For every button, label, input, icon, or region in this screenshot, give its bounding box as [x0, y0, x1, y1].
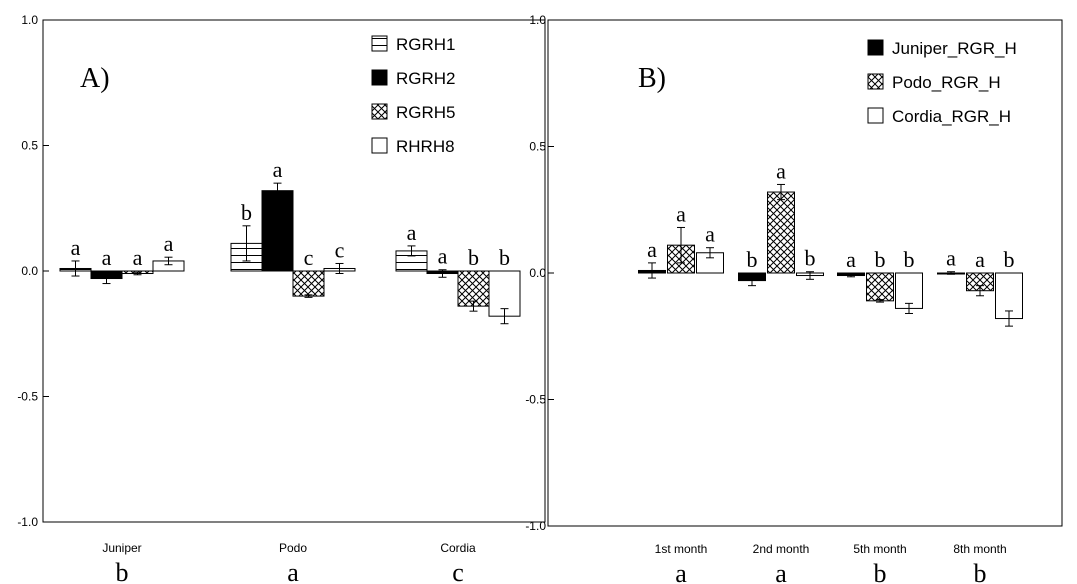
- significance-letter: a: [164, 231, 174, 256]
- legend-item: RGRH5: [371, 103, 456, 122]
- significance-letter: a: [975, 247, 985, 272]
- legend-label: RHRH8: [396, 137, 455, 156]
- y-tick-label: 0.5: [21, 139, 38, 153]
- significance-letter: b: [904, 247, 915, 272]
- legend-label: RGRH5: [396, 103, 456, 122]
- y-axis: 1.0 0.5 0.0 -0.5 -1.0: [525, 13, 554, 533]
- significance-letter: a: [273, 157, 283, 182]
- panel-label: B): [638, 63, 666, 94]
- group-letter: b: [874, 559, 887, 584]
- y-tick-label: 1.0: [529, 13, 546, 27]
- y-tick-label: -0.5: [17, 390, 38, 404]
- significance-letter: a: [705, 222, 715, 247]
- y-tick-label: 0.0: [529, 266, 546, 280]
- legend-label: Juniper_RGR_H: [892, 39, 1017, 58]
- legend-label: RGRH2: [396, 69, 456, 88]
- y-tick-label: 0.5: [529, 140, 546, 154]
- legend-swatch: [371, 35, 388, 52]
- legend-item: RGRH1: [371, 35, 456, 54]
- y-tick-label: -1.0: [17, 515, 38, 529]
- significance-letter: a: [438, 244, 448, 269]
- category-label: 8th month: [953, 542, 1006, 556]
- bar: [457, 270, 490, 307]
- significance-letter: b: [875, 247, 886, 272]
- legend-item: Cordia_RGR_H: [867, 107, 1011, 126]
- significance-letter: b: [747, 247, 758, 272]
- legend-item: Podo_RGR_H: [867, 73, 1001, 92]
- significance-letter: a: [946, 246, 956, 271]
- group-letter: b: [974, 559, 987, 584]
- significance-letter: c: [335, 237, 345, 262]
- group-letter: a: [775, 559, 787, 584]
- y-tick-label: -0.5: [525, 393, 546, 407]
- significance-letter: a: [647, 237, 657, 262]
- legend-swatch: [371, 137, 388, 154]
- category-label: 5th month: [853, 542, 906, 556]
- y-tick-label: 0.0: [21, 264, 38, 278]
- legend-swatch: [867, 73, 884, 90]
- legend: RGRH1 RGRH2 RGRH5 RHRH8: [371, 35, 456, 156]
- legend-swatch: [371, 69, 388, 86]
- legend-item: Juniper_RGR_H: [867, 39, 1017, 58]
- bar: [866, 272, 894, 302]
- category-label: Podo: [279, 541, 307, 555]
- category-label: 2nd month: [753, 542, 810, 556]
- significance-letter: a: [133, 245, 143, 270]
- significance-letter: a: [846, 247, 856, 272]
- significance-letter: c: [304, 245, 314, 270]
- group-letter: a: [675, 559, 687, 584]
- y-axis: 1.0 0.5 0.0 -0.5 -1.0: [17, 13, 49, 529]
- significance-letter: b: [1004, 247, 1015, 272]
- significance-letter: b: [805, 246, 816, 271]
- significance-letter: a: [71, 235, 81, 260]
- bar: [767, 191, 795, 274]
- legend-label: Podo_RGR_H: [892, 73, 1001, 92]
- legend-item: RGRH2: [371, 69, 456, 88]
- group-letter: a: [287, 558, 299, 584]
- significance-letter: b: [241, 200, 252, 225]
- significance-letter: a: [407, 220, 417, 245]
- legend-label: Cordia_RGR_H: [892, 107, 1011, 126]
- category-label: 1st month: [655, 542, 708, 556]
- significance-letter: a: [776, 158, 786, 183]
- category-label: Cordia: [440, 541, 476, 555]
- significance-letter: a: [102, 245, 112, 270]
- category-label: Juniper: [102, 541, 141, 555]
- bar-group: [59, 182, 521, 325]
- legend: Juniper_RGR_H Podo_RGR_H Cordia_RGR_H: [867, 39, 1017, 126]
- significance-letter: b: [468, 245, 479, 270]
- legend-swatch: [867, 107, 884, 124]
- significance-letter: b: [499, 245, 510, 270]
- y-tick-label: -1.0: [525, 519, 546, 533]
- group-letter: c: [452, 558, 464, 584]
- significance-letter: a: [676, 201, 686, 226]
- bar-group: [638, 183, 1023, 327]
- legend-swatch: [867, 39, 884, 56]
- bar: [261, 190, 294, 272]
- bar: [292, 270, 325, 297]
- panel-label: A): [80, 63, 110, 94]
- y-tick-label: 1.0: [21, 13, 38, 27]
- legend-item: RHRH8: [371, 137, 455, 156]
- legend-label: RGRH1: [396, 35, 456, 54]
- group-letter: b: [116, 558, 129, 584]
- legend-swatch: [371, 103, 388, 120]
